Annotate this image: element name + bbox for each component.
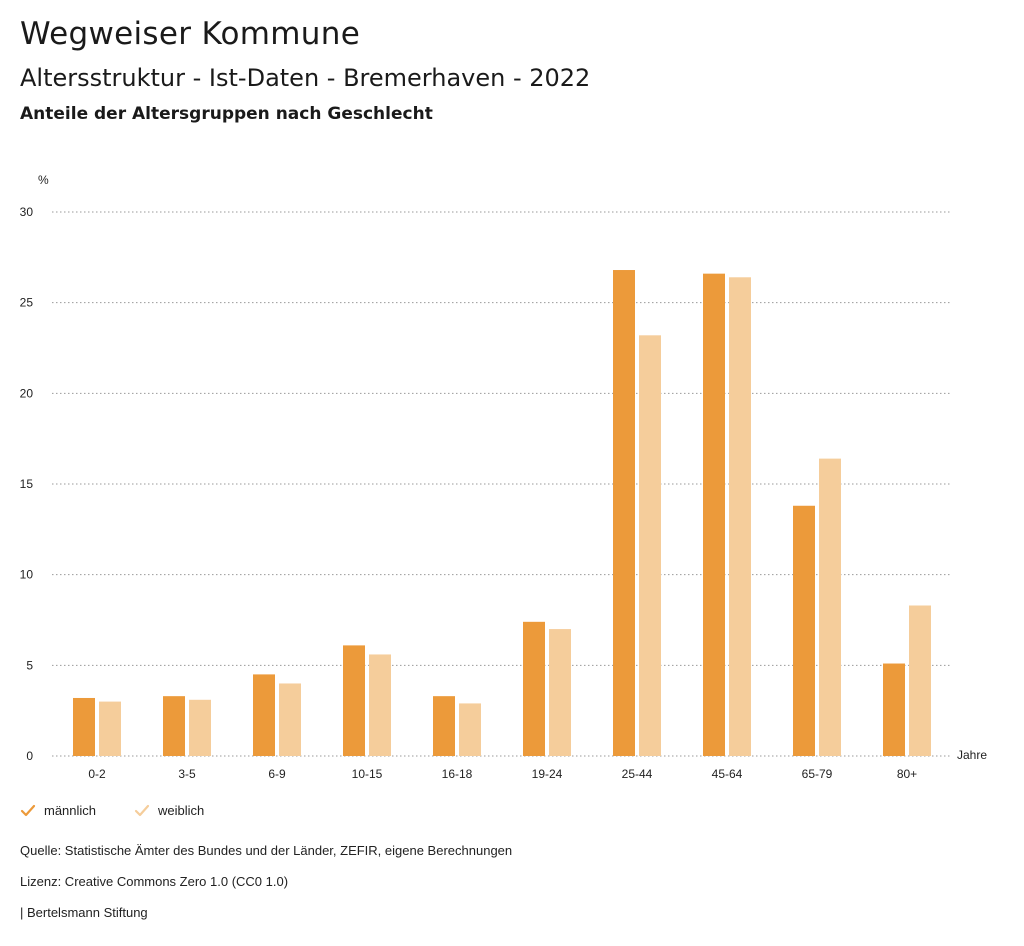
bar-weiblich-65-79: [819, 458, 841, 756]
legend-label-maennlich: männlich: [44, 803, 97, 818]
y-tick-label: 15: [20, 477, 34, 491]
bar-maennlich-45-64: [703, 273, 725, 756]
bar-weiblich-19-24: [549, 629, 571, 756]
publisher-note: | Bertelsmann Stiftung: [20, 905, 148, 920]
y-tick-label: 5: [26, 658, 33, 672]
bar-maennlich-6-9: [253, 674, 275, 756]
x-tick-label: 19-24: [532, 767, 563, 781]
y-tick-label: 0: [26, 749, 33, 763]
y-tick-label: 10: [20, 568, 34, 582]
bar-weiblich-16-18: [459, 703, 481, 756]
bar-weiblich-10-15: [369, 654, 391, 756]
x-tick-label: 10-15: [352, 767, 383, 781]
bar-maennlich-0-2: [73, 697, 95, 756]
legend: männlich weiblich: [20, 803, 242, 818]
x-tick-label: 25-44: [622, 767, 653, 781]
page-title: Wegweiser Kommune: [20, 16, 361, 52]
x-tick-label: 65-79: [802, 767, 833, 781]
bar-maennlich-65-79: [793, 505, 815, 756]
legend-item-weiblich[interactable]: weiblich: [134, 803, 204, 818]
x-tick-label: 45-64: [712, 767, 743, 781]
chart-subtitle: Altersstruktur - Ist-Daten - Bremerhaven…: [20, 64, 591, 92]
bar-maennlich-19-24: [523, 621, 545, 756]
x-tick-label: 0-2: [88, 767, 106, 781]
bar-maennlich-3-5: [163, 696, 185, 756]
bar-chart: % 0 5 10 15 20 25 30 Jahre 0-2 3-5 6-9 10-15 16-18 19-…: [20, 173, 988, 781]
legend-item-maennlich[interactable]: männlich: [20, 803, 96, 818]
y-tick-label: 25: [20, 296, 34, 310]
legend-label-weiblich: weiblich: [158, 803, 205, 818]
y-tick-label: 30: [20, 205, 34, 219]
license-note: Lizenz: Creative Commons Zero 1.0 (CC0 1…: [20, 874, 289, 889]
bar-maennlich-16-18: [433, 696, 455, 756]
bar-maennlich-25-44: [613, 270, 635, 756]
bar-weiblich-6-9: [279, 683, 301, 756]
y-axis-unit-label: %: [38, 173, 49, 187]
bar-weiblich-3-5: [189, 699, 211, 756]
check-icon: [20, 804, 36, 816]
bar-weiblich-45-64: [729, 277, 751, 756]
x-tick-label: 16-18: [442, 767, 473, 781]
x-tick-label: 80+: [897, 767, 917, 781]
check-icon: [134, 804, 150, 816]
x-axis-unit-label: Jahre: [957, 748, 987, 762]
chart-description: Anteile der Altersgruppen nach Geschlech…: [20, 104, 433, 124]
x-tick-label: 3-5: [178, 767, 196, 781]
bar-weiblich-25-44: [639, 335, 661, 756]
bar-maennlich-80+: [883, 663, 905, 756]
y-tick-label: 20: [20, 386, 34, 400]
bar-weiblich-0-2: [99, 701, 121, 756]
source-note: Quelle: Statistische Ämter des Bundes un…: [20, 843, 513, 858]
bar-weiblich-80+: [909, 605, 931, 756]
x-tick-label: 6-9: [268, 767, 286, 781]
bar-maennlich-10-15: [343, 645, 365, 756]
